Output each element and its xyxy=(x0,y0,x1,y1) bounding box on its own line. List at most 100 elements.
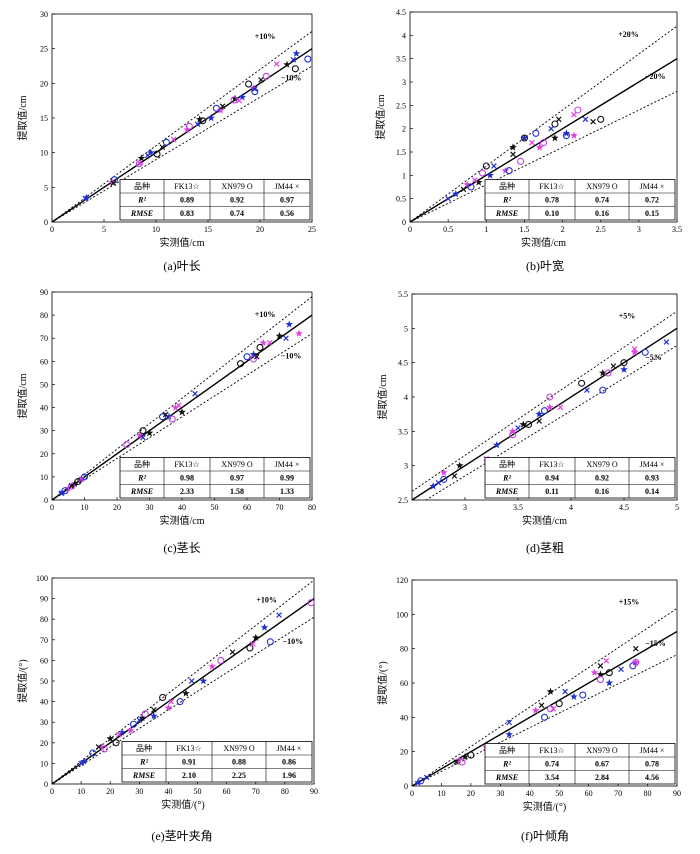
y-tick-label: 70 xyxy=(40,334,48,343)
fk13-point xyxy=(178,408,186,416)
stats-table-value: 0.83 xyxy=(180,209,194,218)
xn979-point xyxy=(525,420,533,429)
fk13-point xyxy=(455,756,463,764)
jm44-point xyxy=(170,136,177,143)
y-tick-label: 0 xyxy=(44,218,48,227)
stats-table-value: 0.16 xyxy=(595,209,609,218)
y-tick-label: 20 xyxy=(400,748,408,757)
xn979-point xyxy=(578,379,586,387)
x-tick-label: 0 xyxy=(50,787,54,796)
xn979-point xyxy=(532,129,540,137)
stats-table-value: 2.10 xyxy=(182,771,196,780)
fk13-point xyxy=(509,143,517,151)
fk13-point xyxy=(505,730,513,738)
y-tick-label: 3 xyxy=(404,462,408,471)
y-tick-label: 40 xyxy=(40,698,48,707)
y-tick-label: 5 xyxy=(44,183,48,192)
fk13-point xyxy=(182,689,190,697)
fk13-point xyxy=(259,338,268,347)
chart-panel-3: 0 10 20 30 40 50 60 70 80 0 10 20 30 40 50 60 70 80 90 实测值/… xyxy=(16,288,316,555)
y-axis-label: 提取值/cm xyxy=(374,94,387,139)
jm44-point xyxy=(194,121,201,128)
y-tick-label: 30 xyxy=(40,427,48,436)
xn979-point xyxy=(123,440,131,449)
stats-table-value: 0.15 xyxy=(645,209,659,218)
stats-table-header: FK13☆ xyxy=(174,182,199,191)
stats-table: 品种 FK13☆ XN979 O JM44 × R² 0.91 0.88 0.86 RMSE 2.… xyxy=(121,741,313,783)
chart-panel-6: 0 10 20 30 40 50 60 70 80 90 0 20 40 60 80 100 120 实测值/(°… xyxy=(376,576,681,843)
y-tick-label: 1.5 xyxy=(396,148,406,157)
y-tick-label: 80 xyxy=(400,645,408,654)
y-tick-label: 5.5 xyxy=(398,290,408,299)
data-points xyxy=(57,320,303,497)
stats-table-value: 2.33 xyxy=(180,487,194,496)
fk13-point xyxy=(150,712,158,720)
xn979-point xyxy=(458,758,466,766)
xn979-point xyxy=(141,710,149,718)
y-tick-label: 4 xyxy=(402,31,406,40)
xn979-point xyxy=(307,599,315,607)
y-tick-label: 10 xyxy=(40,149,48,158)
jm44-point xyxy=(451,473,458,479)
xn979-point xyxy=(579,691,587,699)
xn979-point xyxy=(246,644,254,652)
x-tick-label: 25 xyxy=(308,225,316,234)
xn979-point xyxy=(555,700,563,708)
y-tick-label: 50 xyxy=(40,380,48,389)
xn979-point xyxy=(467,183,475,191)
y-tick-label: 20 xyxy=(40,450,48,459)
one-to-one-line xyxy=(52,597,314,784)
xn979-point xyxy=(262,72,270,80)
x-tick-label: 80 xyxy=(308,503,316,512)
stats-table-row-label: R² xyxy=(137,196,146,205)
y-tick-label: 120 xyxy=(396,576,408,585)
y-tick-label: 80 xyxy=(40,615,48,624)
jm44-point xyxy=(445,195,451,202)
x-tick-label: 40 xyxy=(164,787,172,796)
xn979-point xyxy=(520,134,528,142)
x-tick-label: 3 xyxy=(463,503,467,512)
y-tick-label: 3 xyxy=(402,78,406,87)
jm44-point xyxy=(618,666,624,673)
xn979-point xyxy=(74,477,82,486)
x-tick-label: 10 xyxy=(152,225,160,234)
fk13-point xyxy=(208,662,216,670)
stats-table-row-label: RMSE xyxy=(132,771,155,780)
jm44-point xyxy=(562,688,568,695)
x-tick-label: 4 xyxy=(569,503,573,512)
reference-lines xyxy=(52,30,312,222)
data-points xyxy=(445,106,605,202)
fk13-point xyxy=(195,115,204,123)
stats-table-value: 0.88 xyxy=(232,758,246,767)
lower-band-label: −20% xyxy=(645,72,666,81)
y-axis-label: 提取值/cm xyxy=(16,373,29,418)
fk13-point xyxy=(106,734,114,742)
y-tick-label: 1 xyxy=(402,171,406,180)
xn979-point xyxy=(80,473,89,481)
xn979-point xyxy=(139,427,147,435)
fk13-point xyxy=(531,706,540,714)
fk13-point xyxy=(551,134,559,142)
stats-table-value: 4.56 xyxy=(645,773,659,782)
y-tick-label: 2 xyxy=(402,125,406,134)
jm44-point xyxy=(453,759,459,765)
stats-table: 品种 FK13☆ XN979 O JM44 × R² 0.98 0.97 0.99 RMSE 2.… xyxy=(119,457,311,499)
fk13-point xyxy=(429,482,437,490)
fk13-point xyxy=(80,757,88,765)
stats-table-header: JM44 × xyxy=(275,182,300,191)
x-tick-label: 3.5 xyxy=(672,225,682,234)
stats-table-header: XN979 O xyxy=(221,460,253,469)
xn979-point xyxy=(129,720,138,728)
stats-table: 品种 FK13☆ XN979 O JM44 × R² 0.94 0.92 0.93 RMSE 0.… xyxy=(484,457,676,499)
jm44-point xyxy=(151,707,157,713)
y-axis-label: 提取值/cm xyxy=(16,95,29,140)
y-tick-label: 20 xyxy=(40,79,48,88)
lower-band-line xyxy=(52,616,314,784)
x-tick-label: 60 xyxy=(243,503,251,512)
fk13-point xyxy=(455,461,464,469)
fk13-point xyxy=(461,752,469,761)
x-tick-label: 90 xyxy=(673,789,681,798)
xn979-point xyxy=(230,96,238,104)
stats-table-value: 0.67 xyxy=(595,760,609,769)
